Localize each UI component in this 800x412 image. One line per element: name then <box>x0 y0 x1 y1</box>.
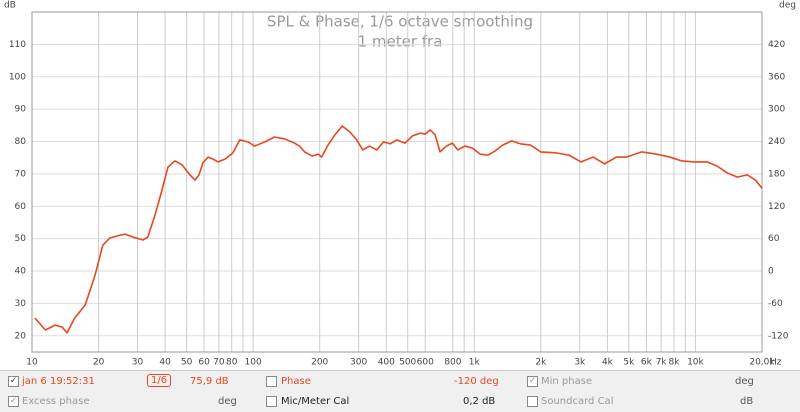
y2-tick-label: -60 <box>768 299 783 309</box>
x-tick-label: 6k <box>641 358 653 368</box>
x-tick-label: 80 <box>226 358 238 368</box>
y-axis-label: dB <box>4 1 16 11</box>
soundcard-cal-unit: dB <box>740 396 754 407</box>
legend-panel: ✓ jan 6 19:52:31 1/6 75,9 dB Phase -120 … <box>0 370 800 412</box>
y2-axis-label: deg <box>779 1 796 11</box>
series-line <box>34 125 763 334</box>
y-tick-label: 110 <box>9 40 26 50</box>
y-tick-label: 90 <box>15 105 27 115</box>
x-tick-label: 300 <box>350 358 367 368</box>
y-tick-label: 20 <box>15 331 27 341</box>
phase-label: Phase <box>281 376 311 387</box>
y-tick-label: 50 <box>15 234 27 244</box>
x-tick-label: 10k <box>687 358 704 368</box>
checkbox[interactable] <box>527 396 538 407</box>
x-tick-label: 600 <box>417 358 434 368</box>
y-tick-label: 70 <box>15 169 27 179</box>
x-tick-label: 500 <box>399 358 416 368</box>
y2-tick-label: 180 <box>768 169 785 179</box>
x-tick-label: 3k <box>574 358 586 368</box>
x-tick-label: 5k <box>623 358 635 368</box>
excess-phase-label: Excess phase <box>22 396 90 407</box>
y2-tick-label: 300 <box>768 105 785 115</box>
x-tick-label: 2k <box>535 358 547 368</box>
x-tick-label: 30 <box>132 358 144 368</box>
x-tick-label: 4k <box>602 358 614 368</box>
y-tick-label: 40 <box>15 267 27 277</box>
x-tick-label: 50 <box>181 358 193 368</box>
y2-tick-label: 60 <box>768 234 780 244</box>
x-tick-label: 1k <box>469 358 481 368</box>
x-tick-label: 200 <box>311 358 328 368</box>
chart-subtitle: 1 meter fra <box>358 33 443 51</box>
x-tick-label: 10 <box>26 358 38 368</box>
x-tick-label: 100 <box>245 358 262 368</box>
min-phase-unit: deg <box>735 376 754 387</box>
x-tick-label: 800 <box>444 358 461 368</box>
checkbox[interactable] <box>266 396 277 407</box>
y-tick-label: 100 <box>9 72 26 82</box>
y2-tick-label: 120 <box>768 202 785 212</box>
checkbox[interactable]: ✓ <box>8 376 19 387</box>
checkbox[interactable]: ✓ <box>8 396 19 407</box>
y2-tick-label: 360 <box>768 72 785 82</box>
y-tick-label: 30 <box>15 299 27 309</box>
min-phase-label: Min phase <box>541 376 593 387</box>
mic-cal-label: Mic/Meter Cal <box>281 396 350 407</box>
smoothing[interactable]: 1/6 <box>147 374 172 387</box>
y2-tick-label: -120 <box>768 331 789 341</box>
y2-tick-label: 240 <box>768 137 785 147</box>
phase-value: -120 deg <box>454 376 499 387</box>
x-tick-label: 20 <box>93 358 105 368</box>
x-axis-label: Hz <box>770 358 782 368</box>
x-tick-label: 40 <box>159 358 171 368</box>
y2-tick-label: 420 <box>768 40 785 50</box>
checkbox[interactable]: ✓ <box>527 376 538 387</box>
y2-tick-label: 0 <box>768 267 774 277</box>
checkbox[interactable] <box>266 376 277 387</box>
plot-area <box>31 11 763 353</box>
x-tick-label: 70 <box>213 358 225 368</box>
x-tick-label: 60 <box>198 358 210 368</box>
excess-phase-unit: deg <box>218 396 237 407</box>
trace-name: jan 6 19:52:31 <box>22 376 95 387</box>
y-tick-label: 60 <box>15 202 27 212</box>
mic-cal-value: 0,2 dB <box>463 396 496 407</box>
chart-title: SPL & Phase, 1/6 octave smoothing <box>267 13 533 31</box>
x-tick-label: 20,0k <box>749 358 775 368</box>
chart: SPL & Phase, 1/6 octave smoothing 1 mete… <box>4 1 796 368</box>
x-tick-label: 8k <box>669 358 681 368</box>
x-tick-label: 400 <box>378 358 395 368</box>
level-value: 75,9 dB <box>190 376 229 387</box>
y-tick-label: 80 <box>15 137 27 147</box>
soundcard-cal-label: Soundcard Cal <box>541 396 614 407</box>
x-tick-label: 7k <box>656 358 668 368</box>
